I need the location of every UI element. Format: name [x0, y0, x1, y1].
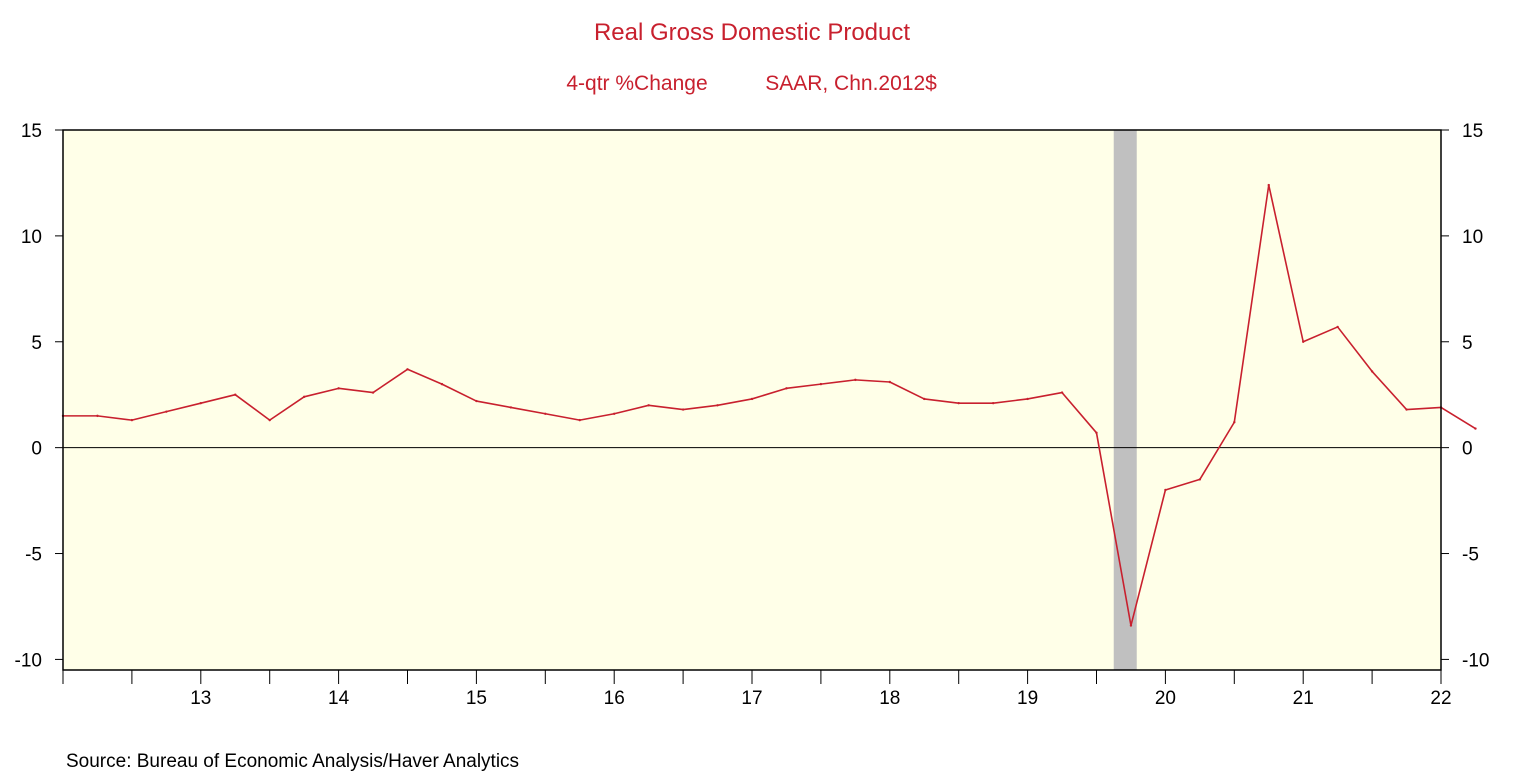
data-point: [1336, 325, 1339, 329]
data-point: [716, 404, 719, 407]
y-tick-label-right: 5: [1462, 333, 1473, 354]
y-tick-label-left: -10: [15, 650, 42, 671]
data-point: [613, 412, 616, 415]
chart-subtitle-right: SAAR, Chn.2012$: [765, 72, 937, 95]
series-line-gdp: [63, 184, 1476, 627]
x-tick-label: 17: [741, 688, 762, 709]
x-tick-label: 16: [604, 688, 625, 709]
y-tick-label-left: 15: [21, 121, 42, 142]
data-point: [750, 397, 754, 401]
data-point: [199, 401, 202, 405]
x-tick-label: 15: [466, 688, 487, 709]
data-point: [475, 399, 478, 403]
data-point: [957, 401, 960, 405]
data-point: [578, 418, 581, 422]
data-point: [923, 397, 926, 401]
x-tick-label: 13: [190, 688, 211, 709]
x-tick-label: 14: [328, 688, 350, 709]
y-tick-label-left: 5: [31, 333, 42, 354]
x-tick-label: 19: [1017, 688, 1038, 709]
data-point: [1302, 340, 1305, 343]
y-tick-label-right: 10: [1462, 227, 1483, 248]
x-tick-label: 21: [1293, 688, 1314, 709]
data-point: [337, 387, 340, 390]
data-point: [1233, 421, 1236, 424]
data-point: [681, 408, 685, 411]
data-point: [1405, 408, 1408, 411]
data-point: [1095, 431, 1098, 435]
chart-title: Real Gross Domestic Product: [594, 19, 910, 46]
source-note: Source: Bureau of Economic Analysis/Have…: [66, 751, 519, 772]
data-point: [819, 382, 823, 386]
data-point: [1198, 478, 1202, 481]
x-axis-labels: 13 14 15 16 17 18 19 20 21 22: [190, 688, 1451, 709]
data-point: [991, 401, 995, 405]
y-axis-left-labels: 15 10 5 0 -5 -10: [15, 121, 42, 671]
data-point: [509, 406, 513, 409]
data-point: [888, 380, 891, 384]
x-tick-label: 22: [1430, 688, 1451, 709]
data-point: [165, 410, 168, 413]
data-point: [302, 395, 306, 399]
y-tick-label-left: 10: [21, 227, 42, 248]
data-point: [96, 414, 99, 418]
data-point: [234, 393, 237, 396]
y-tick-label-right: -5: [1462, 545, 1479, 566]
y-tick-label-right: -10: [1462, 650, 1489, 671]
data-point: [854, 378, 857, 382]
axis-ticks: [55, 129, 1449, 684]
y-axis-right-labels: 15 10 5 0 -5 -10: [1462, 121, 1489, 671]
y-tick-label-right: 15: [1462, 121, 1483, 142]
data-point: [1129, 624, 1133, 627]
data-point: [1060, 391, 1064, 394]
data-point: [1026, 397, 1029, 401]
data-point: [1164, 488, 1167, 492]
x-tick-label: 20: [1155, 688, 1176, 709]
y-tick-label-left: -5: [25, 545, 42, 566]
data-point: [1267, 183, 1270, 187]
data-point: [371, 391, 375, 394]
data-point: [268, 418, 271, 422]
x-tick-label: 18: [879, 688, 900, 709]
chart-subtitle-left: 4-qtr %Change: [566, 72, 707, 95]
data-point: [544, 412, 547, 415]
y-tick-label-left: 0: [31, 439, 42, 460]
data-point: [785, 387, 788, 390]
data-point: [1370, 370, 1374, 373]
data-point: [440, 382, 444, 386]
plot-frame: [62, 129, 1442, 671]
recession-band: [1113, 130, 1137, 670]
y-tick-label-right: 0: [1462, 439, 1473, 460]
data-point: [1474, 427, 1477, 430]
data-point: [406, 368, 409, 371]
data-point: [130, 418, 134, 422]
data-point: [647, 404, 650, 407]
series-points: [61, 183, 1477, 627]
